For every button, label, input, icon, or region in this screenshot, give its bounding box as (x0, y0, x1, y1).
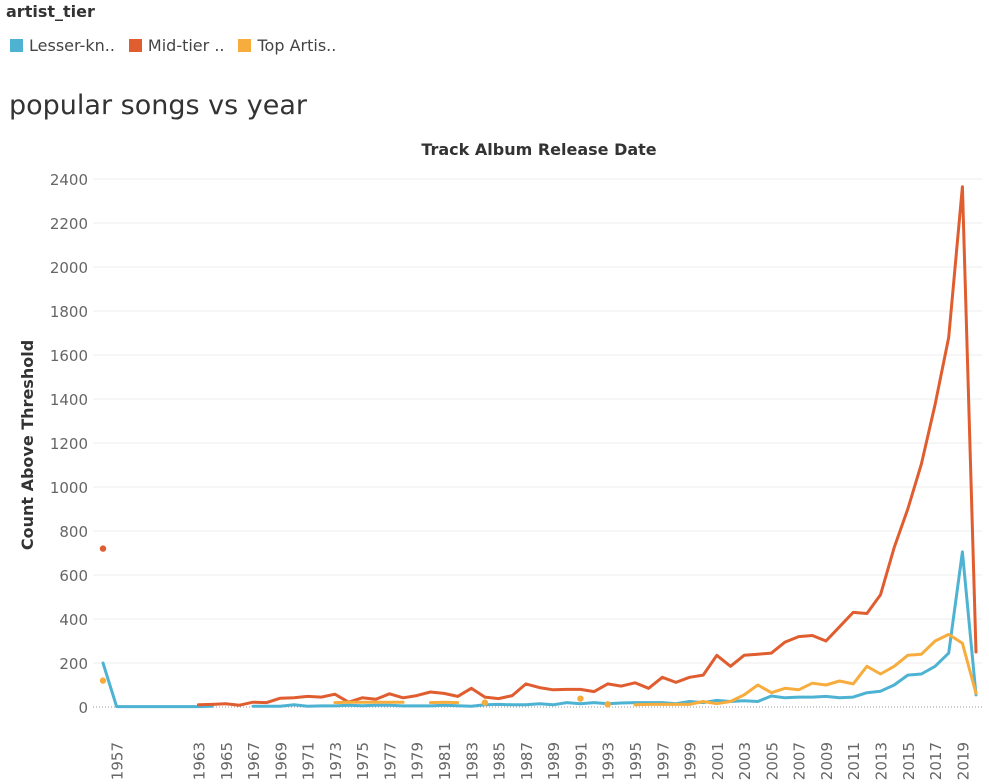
legend-label-mid-tier: Mid-tier .. (147, 36, 225, 55)
chart-title: Track Album Release Date (421, 140, 656, 159)
series-line-lesser-kn (251, 550, 978, 708)
y-tick-label: 0 (78, 699, 88, 717)
y-tick-label: 200 (59, 655, 88, 673)
series-point-top-artis (99, 677, 107, 684)
series-line-mid-tier (197, 185, 978, 707)
series-point-top-artis (577, 695, 584, 702)
x-tick-label: 1987 (518, 742, 536, 780)
y-axis: 0 200 400 600 800 1000 1200 1400 1600 1800 2000 220… (50, 171, 88, 717)
y-tick-label: 2400 (50, 171, 88, 189)
series-point-mid-tier (99, 545, 107, 552)
x-tick-label: 2019 (954, 742, 972, 780)
series-group (99, 185, 978, 709)
y-tick-label: 600 (59, 567, 88, 585)
legend-item-lesser-known[interactable]: Lesser-kn.. (10, 36, 115, 55)
series-point-top-artis (481, 699, 489, 706)
x-tick-label: 2003 (736, 742, 754, 780)
x-tick-label: 1967 (245, 742, 263, 780)
x-tick-label: 2013 (873, 742, 891, 780)
y-tick-label: 2000 (50, 259, 88, 277)
x-tick-label: 1971 (300, 742, 318, 780)
y-tick-label: 1200 (50, 435, 88, 453)
x-tick-label: 1957 (109, 742, 127, 780)
x-tick-label: 1983 (463, 742, 481, 780)
x-tick-label: 1969 (272, 742, 290, 780)
gridlines (93, 178, 982, 708)
x-tick-label: 2001 (709, 742, 727, 780)
x-tick-label: 2015 (900, 742, 918, 780)
x-tick-label: 1997 (654, 742, 672, 780)
x-tick-label: 2017 (927, 742, 945, 780)
x-tick-label: 1991 (572, 742, 590, 780)
x-tick-label: 1981 (436, 742, 454, 780)
y-tick-label: 1600 (50, 347, 88, 365)
series-point-top-artis (604, 701, 611, 708)
x-tick-label: 1963 (190, 742, 208, 780)
x-tick-label: 1995 (627, 742, 645, 780)
legend: Lesser-kn.. Mid-tier .. Top Artis.. (10, 36, 336, 55)
legend-item-top-artists[interactable]: Top Artis.. (238, 36, 336, 55)
x-tick-label: 2007 (791, 742, 809, 780)
y-tick-label: 800 (59, 523, 88, 541)
y-tick-label: 400 (59, 611, 88, 629)
x-tick-label: 2005 (763, 742, 781, 780)
x-tick-label: 1985 (491, 742, 509, 780)
legend-label-top-artists: Top Artis.. (257, 36, 337, 55)
x-tick-label: 1993 (600, 742, 618, 780)
legend-swatch-mid-tier (128, 39, 142, 52)
x-tick-label: 1979 (409, 742, 427, 780)
x-tick-label: 1975 (354, 742, 372, 780)
x-tick-label: 2009 (818, 742, 836, 780)
y-tick-label: 2200 (50, 215, 88, 233)
x-axis: 1957 1963 1965 1967 1969 1971 1973 1975 1977 1979… (109, 742, 973, 780)
series-line-top-artis (633, 632, 978, 707)
sheet-title: popular songs vs year (9, 90, 307, 121)
legend-label-lesser-known: Lesser-kn.. (29, 36, 115, 55)
series-line-lesser-kn (101, 661, 214, 709)
x-tick-label: 1977 (381, 742, 399, 780)
y-tick-label: 1400 (50, 391, 88, 409)
legend-swatch-lesser-known (10, 39, 23, 52)
x-tick-label: 2011 (845, 742, 863, 780)
y-tick-label: 1000 (50, 479, 88, 497)
x-tick-label: 1973 (327, 742, 345, 780)
legend-item-mid-tier[interactable]: Mid-tier .. (128, 36, 225, 55)
x-tick-label: 1999 (682, 742, 700, 780)
y-tick-label: 1800 (50, 303, 88, 321)
legend-swatch-top-artists (238, 39, 252, 52)
legend-title: artist_tier (6, 2, 95, 21)
x-tick-label: 1989 (545, 742, 563, 780)
y-axis-title: Count Above Threshold (18, 340, 37, 550)
x-tick-label: 1965 (218, 742, 236, 780)
